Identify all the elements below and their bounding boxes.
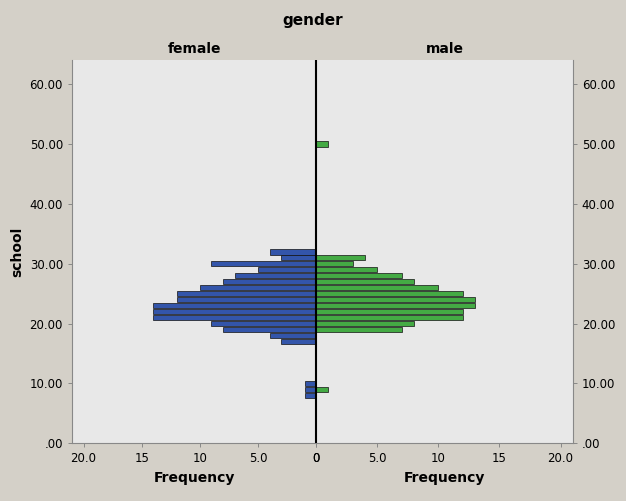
Bar	[212, 321, 316, 326]
Bar	[304, 387, 316, 392]
Title: female: female	[167, 42, 221, 56]
Bar	[316, 291, 463, 297]
Bar	[316, 327, 402, 332]
Bar	[316, 321, 414, 326]
X-axis label: Frequency: Frequency	[153, 471, 235, 485]
Bar	[316, 297, 475, 303]
Bar	[270, 249, 316, 255]
Bar	[200, 285, 316, 291]
X-axis label: Frequency: Frequency	[404, 471, 485, 485]
Text: gender: gender	[283, 13, 343, 28]
Bar	[153, 315, 316, 320]
Bar	[223, 327, 316, 332]
Bar	[235, 273, 316, 279]
Bar	[153, 303, 316, 309]
Bar	[316, 279, 414, 285]
Bar	[316, 261, 353, 267]
Title: male: male	[426, 42, 463, 56]
Bar	[316, 309, 463, 315]
Bar	[316, 303, 475, 309]
Bar	[316, 141, 329, 147]
Bar	[316, 267, 377, 273]
Bar	[258, 267, 316, 273]
Bar	[153, 309, 316, 315]
Bar	[316, 273, 402, 279]
Bar	[212, 261, 316, 267]
Bar	[304, 393, 316, 398]
Bar	[281, 255, 316, 261]
Bar	[281, 339, 316, 344]
Bar	[304, 381, 316, 386]
Bar	[316, 285, 438, 291]
Bar	[316, 255, 365, 261]
Bar	[270, 333, 316, 338]
Bar	[177, 291, 316, 297]
Bar	[316, 387, 329, 392]
Bar	[177, 297, 316, 303]
Bar	[316, 315, 463, 320]
Bar	[223, 279, 316, 285]
Y-axis label: school: school	[10, 226, 24, 277]
